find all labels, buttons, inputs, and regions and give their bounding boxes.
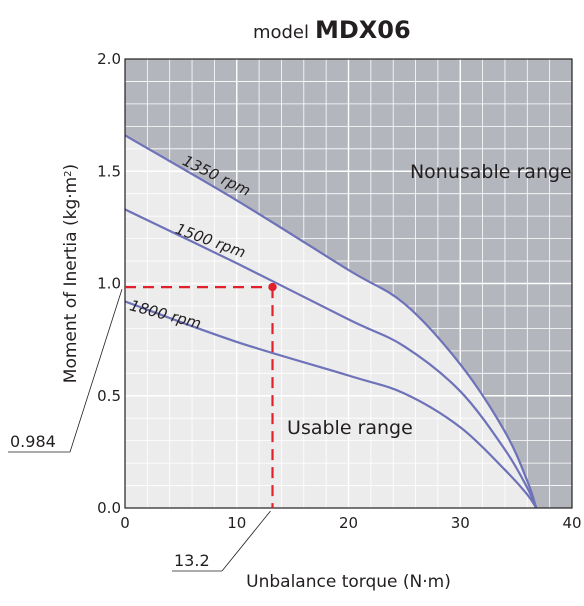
- curve-1350-rpm: [124, 134, 538, 509]
- y-tick-label: 1.5: [97, 162, 121, 180]
- y-callout-value: 0.984: [10, 432, 56, 451]
- x-tick-label: 30: [451, 514, 470, 532]
- chart-title-prefix: model: [253, 22, 309, 43]
- y-axis-label: Moment of Inertia (kg·m2): [61, 164, 81, 383]
- x-axis-label: Unbalance torque (N·m): [246, 572, 451, 592]
- tick-labels: 0 10 20 30 40 0.0 0.5 1.0 1.5 2.0: [97, 50, 581, 532]
- chart-title-model: MDX06: [315, 16, 411, 44]
- y-tick-label: 2.0: [97, 50, 121, 68]
- curve-1500-rpm: [124, 208, 538, 509]
- operating-point-marker: [268, 282, 277, 292]
- x-callout-leader: [221, 510, 271, 572]
- usable-region: [125, 135, 537, 509]
- x-tick-label: 10: [227, 514, 246, 532]
- curve-1800-rpm: [124, 300, 538, 509]
- x-tick-label: 0: [120, 514, 130, 532]
- grid: [125, 59, 572, 508]
- x-tick-label: 40: [562, 514, 581, 532]
- plot-frame: [124, 58, 573, 509]
- y-tick-label: 0.0: [97, 499, 121, 517]
- y-tick-label: 1.0: [97, 275, 121, 293]
- nonusable-range-label: Nonusable range: [410, 161, 572, 183]
- usable-range-label: Usable range: [287, 417, 413, 439]
- y-callout-leader: [69, 288, 123, 453]
- y-tick-label: 0.5: [97, 387, 121, 405]
- x-tick-label: 20: [339, 514, 358, 532]
- operating-point-annotation: 0.984 13.2: [8, 282, 277, 572]
- x-callout-value: 13.2: [174, 551, 210, 570]
